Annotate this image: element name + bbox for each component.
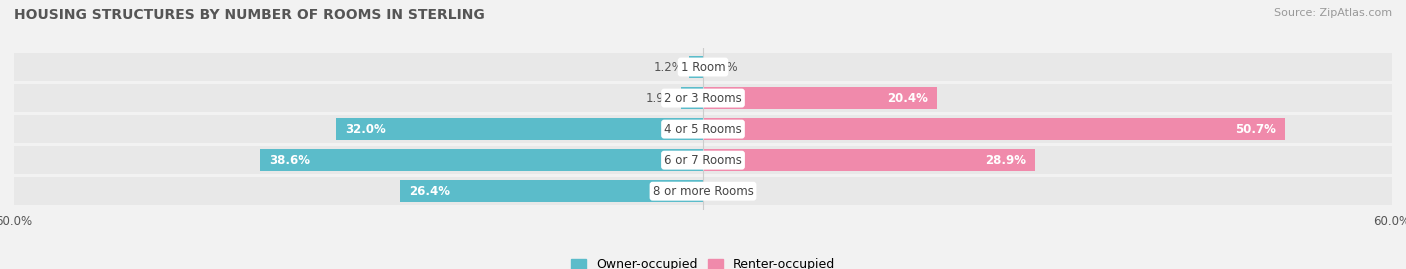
Text: 26.4%: 26.4% (409, 185, 450, 198)
Text: Source: ZipAtlas.com: Source: ZipAtlas.com (1274, 8, 1392, 18)
Bar (14, 177, 1392, 205)
Bar (14, 53, 1392, 81)
Bar (703, 118, 1285, 140)
Text: 1 Room: 1 Room (681, 61, 725, 73)
Text: 4 or 5 Rooms: 4 or 5 Rooms (664, 123, 742, 136)
Text: 0.0%: 0.0% (709, 61, 738, 73)
Text: 2 or 3 Rooms: 2 or 3 Rooms (664, 91, 742, 105)
Text: 6 or 7 Rooms: 6 or 7 Rooms (664, 154, 742, 167)
Bar (681, 87, 703, 109)
Text: 8 or more Rooms: 8 or more Rooms (652, 185, 754, 198)
Bar (399, 180, 703, 202)
Bar (14, 146, 1392, 174)
Bar (703, 149, 1035, 171)
Bar (689, 56, 703, 78)
Text: 1.2%: 1.2% (654, 61, 683, 73)
Text: HOUSING STRUCTURES BY NUMBER OF ROOMS IN STERLING: HOUSING STRUCTURES BY NUMBER OF ROOMS IN… (14, 8, 485, 22)
Text: 0.0%: 0.0% (709, 185, 738, 198)
Text: 1.9%: 1.9% (645, 91, 675, 105)
Text: 32.0%: 32.0% (344, 123, 385, 136)
Bar (260, 149, 703, 171)
Text: 38.6%: 38.6% (269, 154, 309, 167)
Bar (703, 87, 938, 109)
Bar (14, 115, 1392, 143)
Bar (336, 118, 703, 140)
Legend: Owner-occupied, Renter-occupied: Owner-occupied, Renter-occupied (567, 253, 839, 269)
Text: 20.4%: 20.4% (887, 91, 928, 105)
Bar (14, 84, 1392, 112)
Text: 28.9%: 28.9% (984, 154, 1025, 167)
Text: 50.7%: 50.7% (1234, 123, 1277, 136)
